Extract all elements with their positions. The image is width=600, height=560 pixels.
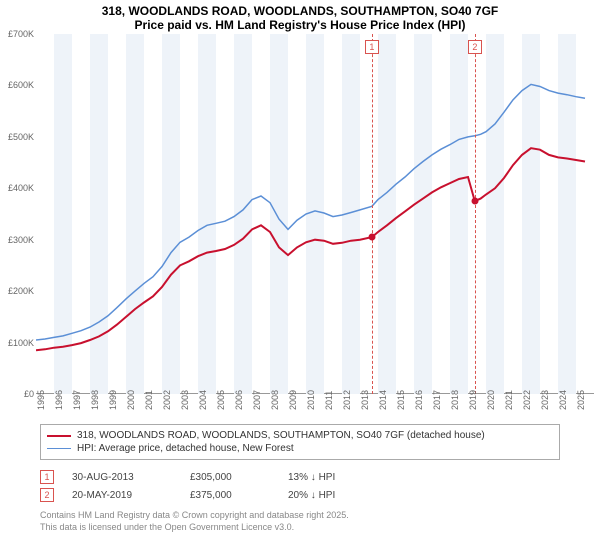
transaction-dashline bbox=[372, 34, 373, 394]
x-tick-label: 2001 bbox=[144, 390, 154, 410]
tx-row: 2 20-MAY-2019 £375,000 20% ↓ HPI bbox=[40, 486, 560, 504]
tx-marker: 2 bbox=[40, 488, 54, 502]
footer-line1: Contains HM Land Registry data © Crown c… bbox=[40, 510, 349, 522]
x-tick-label: 1996 bbox=[54, 390, 64, 410]
x-tick-label: 2000 bbox=[126, 390, 136, 410]
x-tick-label: 1995 bbox=[36, 390, 46, 410]
transaction-marker-box: 2 bbox=[468, 40, 482, 54]
x-tick-label: 2024 bbox=[558, 390, 568, 410]
x-tick-label: 2002 bbox=[162, 390, 172, 410]
x-tick-label: 2003 bbox=[180, 390, 190, 410]
x-tick-label: 2006 bbox=[234, 390, 244, 410]
y-tick-label: £0 bbox=[0, 389, 34, 399]
legend-row: HPI: Average price, detached house, New … bbox=[47, 442, 553, 455]
x-tick-label: 2005 bbox=[216, 390, 226, 410]
line-series-svg bbox=[36, 34, 594, 394]
x-tick-label: 1997 bbox=[72, 390, 82, 410]
chart-area: 12 £0£100K£200K£300K£400K£500K£600K£700K… bbox=[0, 34, 600, 418]
x-tick-label: 2017 bbox=[432, 390, 442, 410]
footer-attribution: Contains HM Land Registry data © Crown c… bbox=[40, 510, 349, 533]
x-tick-label: 2011 bbox=[324, 391, 334, 410]
y-tick-label: £300K bbox=[0, 235, 34, 245]
title-subtitle: Price paid vs. HM Land Registry's House … bbox=[10, 18, 590, 32]
x-tick-label: 2007 bbox=[252, 390, 262, 410]
x-tick-label: 2013 bbox=[360, 390, 370, 410]
y-tick-label: £400K bbox=[0, 183, 34, 193]
tx-pct: 13% ↓ HPI bbox=[288, 472, 368, 483]
tx-date: 30-AUG-2013 bbox=[72, 472, 172, 483]
x-tick-label: 2008 bbox=[270, 390, 280, 410]
y-tick-label: £100K bbox=[0, 338, 34, 348]
tx-row: 1 30-AUG-2013 £305,000 13% ↓ HPI bbox=[40, 468, 560, 486]
x-tick-label: 1998 bbox=[90, 390, 100, 410]
x-tick-label: 2023 bbox=[540, 390, 550, 410]
series-property bbox=[36, 148, 585, 350]
chart-container: 318, WOODLANDS ROAD, WOODLANDS, SOUTHAMP… bbox=[0, 0, 600, 560]
series-hpi bbox=[36, 84, 585, 340]
x-tick-label: 2018 bbox=[450, 390, 460, 410]
tx-pct: 20% ↓ HPI bbox=[288, 490, 368, 501]
transaction-dot bbox=[471, 198, 478, 205]
x-tick-label: 2004 bbox=[198, 390, 208, 410]
legend-label: 318, WOODLANDS ROAD, WOODLANDS, SOUTHAMP… bbox=[77, 430, 485, 441]
transaction-dot bbox=[368, 234, 375, 241]
tx-marker: 1 bbox=[40, 470, 54, 484]
x-tick-label: 2012 bbox=[342, 390, 352, 410]
x-tick-label: 2014 bbox=[378, 390, 388, 410]
transaction-marker-box: 1 bbox=[365, 40, 379, 54]
legend-swatch bbox=[47, 435, 71, 437]
legend-box: 318, WOODLANDS ROAD, WOODLANDS, SOUTHAMP… bbox=[40, 424, 560, 460]
transaction-table: 1 30-AUG-2013 £305,000 13% ↓ HPI 2 20-MAY-201… bbox=[40, 468, 560, 504]
title-block: 318, WOODLANDS ROAD, WOODLANDS, SOUTHAMP… bbox=[0, 0, 600, 34]
x-tick-label: 2025 bbox=[576, 390, 586, 410]
x-tick-label: 1999 bbox=[108, 390, 118, 410]
tx-price: £375,000 bbox=[190, 490, 270, 501]
legend-label: HPI: Average price, detached house, New … bbox=[77, 443, 294, 454]
x-tick-label: 2010 bbox=[306, 390, 316, 410]
legend-row: 318, WOODLANDS ROAD, WOODLANDS, SOUTHAMP… bbox=[47, 429, 553, 442]
tx-price: £305,000 bbox=[190, 472, 270, 483]
x-tick-label: 2019 bbox=[468, 390, 478, 410]
x-tick-label: 2021 bbox=[504, 390, 514, 410]
plot-region: 12 bbox=[36, 34, 594, 394]
x-tick-label: 2022 bbox=[522, 390, 532, 410]
y-tick-label: £600K bbox=[0, 80, 34, 90]
y-tick-label: £200K bbox=[0, 286, 34, 296]
y-tick-label: £500K bbox=[0, 132, 34, 142]
tx-date: 20-MAY-2019 bbox=[72, 490, 172, 501]
transaction-dashline bbox=[475, 34, 476, 394]
x-tick-label: 2020 bbox=[486, 390, 496, 410]
x-tick-label: 2016 bbox=[414, 390, 424, 410]
x-tick-label: 2009 bbox=[288, 390, 298, 410]
title-address: 318, WOODLANDS ROAD, WOODLANDS, SOUTHAMP… bbox=[10, 4, 590, 18]
x-tick-label: 2015 bbox=[396, 390, 406, 410]
legend-swatch bbox=[47, 448, 71, 449]
y-tick-label: £700K bbox=[0, 29, 34, 39]
footer-line2: This data is licensed under the Open Gov… bbox=[40, 522, 349, 534]
